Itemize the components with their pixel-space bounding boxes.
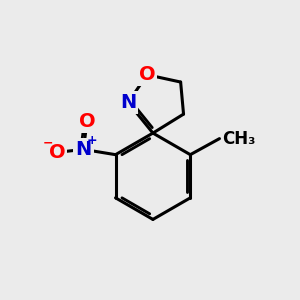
Text: CH₃: CH₃ [222, 130, 255, 148]
Text: O: O [139, 65, 155, 84]
Text: O: O [79, 112, 95, 131]
Text: N: N [75, 140, 92, 159]
Text: O: O [49, 143, 65, 162]
Text: N: N [120, 93, 136, 112]
Text: +: + [87, 134, 98, 147]
Text: −: − [42, 136, 53, 149]
